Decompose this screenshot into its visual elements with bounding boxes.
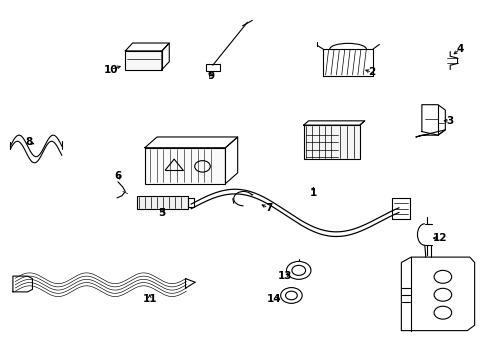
Text: 11: 11 bbox=[143, 294, 157, 304]
Text: 4: 4 bbox=[456, 44, 464, 54]
Text: 14: 14 bbox=[267, 294, 282, 304]
Text: 6: 6 bbox=[114, 171, 122, 181]
Text: 2: 2 bbox=[368, 67, 376, 77]
Bar bbox=[125, 51, 162, 69]
Text: 9: 9 bbox=[207, 71, 214, 81]
Bar bbox=[188, 198, 194, 207]
Text: 3: 3 bbox=[446, 116, 454, 126]
Bar bbox=[304, 125, 360, 159]
Bar bbox=[145, 148, 225, 184]
Text: 7: 7 bbox=[265, 203, 272, 213]
Text: 10: 10 bbox=[103, 64, 118, 75]
Text: 1: 1 bbox=[310, 188, 317, 198]
Bar bbox=[137, 196, 188, 210]
Text: 5: 5 bbox=[158, 208, 166, 218]
Text: 8: 8 bbox=[25, 138, 33, 147]
Bar bbox=[206, 64, 220, 71]
Text: 12: 12 bbox=[433, 233, 448, 243]
Text: 13: 13 bbox=[278, 271, 293, 281]
